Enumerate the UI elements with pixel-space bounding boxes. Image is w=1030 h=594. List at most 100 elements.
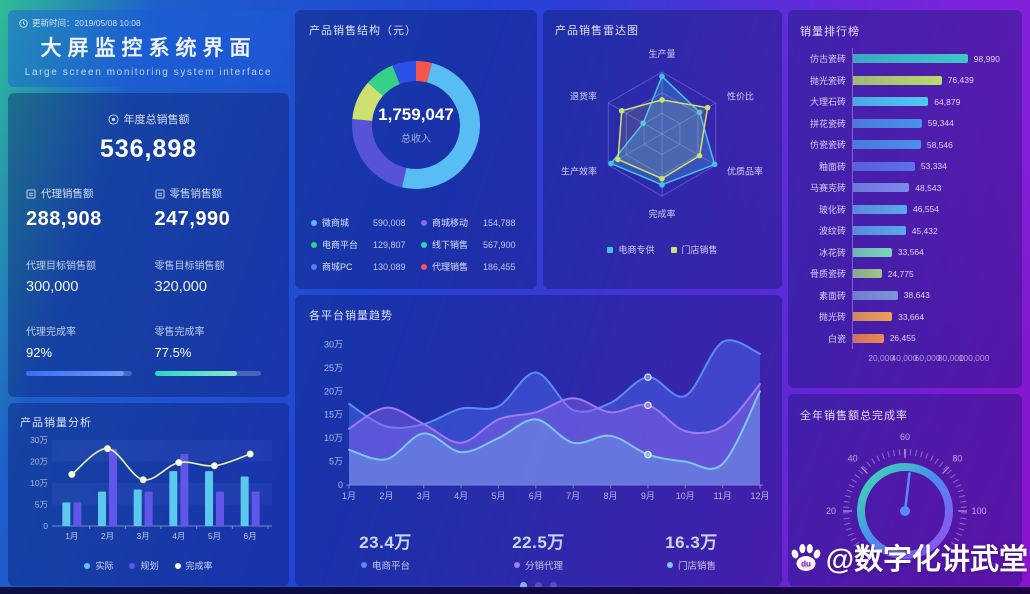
x-tick-label: 10月 [676,491,695,501]
ranking-bar[interactable] [853,247,892,257]
ranking-bar[interactable] [853,161,915,171]
sales-ranking-panel: 销量排行榜 仿古瓷砖 98,990 抛光瓷砖 76,439 大理石砖 64,879 拼花瓷砖… [788,10,1022,388]
ranking-bar[interactable] [853,97,929,107]
legend-item[interactable]: 电商专供 [607,243,655,256]
donut-legend-item[interactable]: 电商平台 129,807 [311,238,411,251]
gauge-tick [846,489,853,493]
gauge-tick [960,500,967,503]
x-axis-tick-label: 40,000 [891,353,918,363]
donut-legend-item[interactable]: 线下销售 567,900 [421,238,521,251]
agency-column: 代理销售额 288,908 代理目标销售额 300,000 代理完成率 92% [26,186,143,376]
ranking-row: 波纹砖 45,432 [800,220,1010,242]
donut-legend-item[interactable]: 微商城 590,008 [311,216,411,229]
completion-gauge-panel: 全年销售额总完成率 20 40 60 80 100 [788,394,1022,586]
total-revenue-label: 总收入 [401,134,431,145]
gauge-tick [856,546,863,551]
gauge-needle-hub [900,506,910,516]
x-tick-label: 4月 [172,531,185,541]
planned-bar [73,502,82,526]
ranking-row: 抛光砖 33,664 [800,306,1010,328]
highlight-point [644,373,652,381]
page-dot-3[interactable] [550,582,557,589]
ranking-bar[interactable] [853,333,884,343]
trend-svg: 0 5万 10万 15万 20万 25万 30万 1月 2月 3月 4月 5月 6月 7月 8月 9月 10月 1… [324,339,770,501]
ranking-row: 马赛克砖 48,543 [800,177,1010,199]
ranking-bar[interactable] [853,204,907,214]
legend-item[interactable]: 实际 [84,559,113,572]
legend-label: 电商平台 [322,240,359,250]
retail-target-value: 320,000 [154,279,207,295]
legend-item[interactable]: 门店销售 [670,243,718,256]
retail-rate-value: 77.5% [154,345,192,360]
gauge-tick [845,527,852,531]
ranking-row: 玻化砖 46,554 [800,198,1010,220]
ranking-item-value: 33,664 [898,311,925,322]
donut-legend-item[interactable]: 代理销售 186,455 [421,260,521,273]
line-point [104,445,111,453]
gauge-tick [938,461,944,468]
ranking-bar-wrap: 48,543 [852,177,1010,199]
ranking-bar[interactable] [853,183,910,193]
ranking-row: 白瓷 26,455 [800,327,1010,349]
ranking-bar[interactable] [853,290,898,300]
ranking-bar[interactable] [853,75,942,85]
legend-dot-icon [421,263,427,270]
radar-axis-label: 完成率 [648,208,675,219]
legend-dot-icon [311,263,317,270]
legend-item[interactable]: 规划 [129,559,159,572]
ranking-item-value: 76,439 [947,75,974,86]
trend-stat-label[interactable]: 分销代理 [512,558,565,572]
gauge-tick [843,517,850,520]
y-tick-label: 30万 [30,435,48,445]
retail-progress-fill [154,371,237,376]
page-dot-1[interactable] [520,582,527,589]
legend-dot-icon [607,246,614,253]
radar-point [640,120,647,126]
ranking-bar[interactable] [853,54,968,64]
agency-rate-value: 92% [26,345,53,360]
page-dot-2[interactable] [535,582,542,589]
trend-stat-label[interactable]: 门店销售 [665,558,718,572]
donut-legend-item[interactable]: 商城PC 130,089 [311,260,411,273]
y-tick-label: 5万 [329,457,343,467]
ranking-row: 仿瓷瓷砖 58,546 [800,134,1010,156]
gauge-tick [843,500,850,503]
radar-point [696,152,703,159]
ranking-item-label: 冰花砖 [818,247,846,258]
x-tick-label: 11月 [713,491,731,501]
ranking-bar[interactable] [853,226,906,236]
radar-axis-label: 性价比 [727,91,754,102]
gauge-needle [903,472,911,513]
radar-axis-label: 生产效率 [561,166,597,177]
gauge-tick [844,495,851,498]
ranking-bar[interactable] [853,118,922,128]
gauge-tick [953,537,960,542]
ranking-bar[interactable] [853,269,882,279]
ranking-bar[interactable] [853,140,921,150]
planned-bar [216,491,224,526]
agency-progress-fill [26,371,124,376]
line-point [175,459,183,467]
gauge-tick [925,453,929,460]
donut-legend-item[interactable]: 商城移动 154,788 [421,216,521,229]
svg-text:du: du [801,560,811,569]
legend-label: 实际 [95,561,114,571]
gauge-ring [857,463,953,559]
line-电商平台 [348,339,761,429]
gauge-tick [898,449,901,456]
legend-item[interactable]: 完成率 [174,559,213,572]
trend-stat-label[interactable]: 电商平台 [359,558,412,572]
ranking-row: 骨质瓷砖 24,775 [800,263,1010,285]
gauge-chart: 20 40 60 80 100 [800,423,1010,590]
ranking-bar[interactable] [853,312,893,322]
ranking-row: 釉面砖 53,334 [800,155,1010,177]
radar-point [711,161,718,168]
retail-rate-label: 零售完成率 [154,327,205,338]
ranking-item-label: 大理石砖 [809,97,846,108]
product-sales-analysis-panel: 产品销量分析 0 5万 10万 20万 30万 1月 2月 3月 4月 5月 6月 实际 规划 完成率 [8,403,289,586]
gauge-tick [876,455,881,462]
trend-stat: 16.3万 门店销售 [665,528,718,572]
trend-stat-value: 22.5万 [512,533,565,552]
gauge-tick [955,484,962,488]
